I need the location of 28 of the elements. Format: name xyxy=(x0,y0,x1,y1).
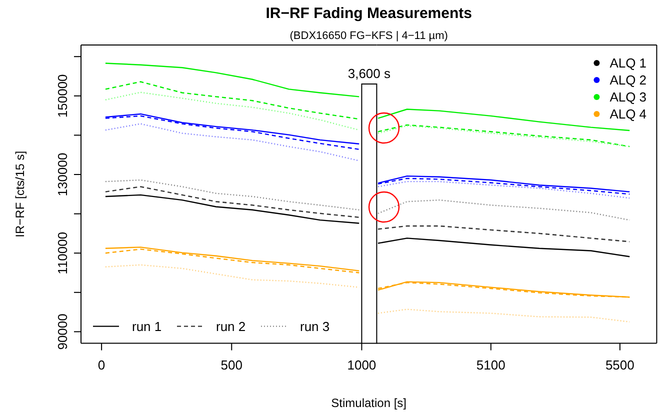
line-series xyxy=(104,264,360,288)
line-series xyxy=(104,179,360,210)
legend-label: ALQ 4 xyxy=(610,106,647,122)
chart-title: IR−RF Fading Measurements xyxy=(266,5,472,22)
line-series xyxy=(104,92,360,131)
annotation: 3,600 s xyxy=(348,66,392,81)
legend-label: run 3 xyxy=(300,318,330,334)
x-tick-label: 1000 xyxy=(347,357,376,372)
x-axis-title: Stimulation [s] xyxy=(331,396,407,410)
y-tick-label: 90000 xyxy=(55,314,70,350)
line-series xyxy=(104,123,360,162)
legend-label: run 1 xyxy=(132,318,162,334)
x-tick-label: 5500 xyxy=(605,357,634,372)
chart-subtitle: (BDX16650 FG−KFS | 4−11 µm) xyxy=(290,30,448,42)
x-tick-label: 500 xyxy=(220,357,242,372)
legend-label: ALQ 3 xyxy=(610,90,647,104)
x-tick-label: 5100 xyxy=(476,357,506,372)
line-series xyxy=(104,81,360,120)
line-series xyxy=(104,194,360,224)
y-tick-label: 130000 xyxy=(55,152,70,196)
legend-label: ALQ 2 xyxy=(610,72,647,88)
y-tick-label: 150000 xyxy=(55,74,70,118)
y-tick-label: 110000 xyxy=(55,232,70,274)
y-axis-title: IR−RF [cts/15 s] xyxy=(13,150,27,238)
x-tick-label: 0 xyxy=(98,357,106,372)
legend-label: run 2 xyxy=(216,318,246,334)
line-series xyxy=(104,186,360,218)
legend-label: ALQ 1 xyxy=(610,56,647,70)
